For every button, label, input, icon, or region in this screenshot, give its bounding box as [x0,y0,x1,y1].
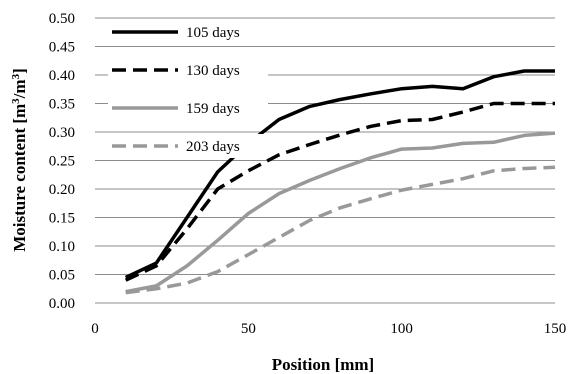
y-tick-label: 0.10 [49,239,75,255]
y-tick-label: 0.05 [49,268,75,284]
y-tick-label: 0.20 [49,182,75,198]
x-tick-labels: 0 50 100 150 [91,321,566,337]
legend-label: 203 days [186,139,240,155]
x-tick-label: 50 [241,321,256,337]
y-axis-title: Moisture content [m3/m3] [10,68,29,252]
x-axis-title: Position [mm] [272,355,374,374]
x-tick-label: 100 [390,321,413,337]
series-lines [124,69,556,295]
legend-label: 159 days [186,101,240,117]
y-tick-label: 0.00 [49,296,75,312]
series-line-3 [125,131,556,294]
x-tick-label: 0 [91,321,99,337]
x-tick-label: 150 [544,321,567,337]
series-line-2 [124,101,555,282]
y-tick-label: 0.40 [49,68,75,84]
y-tick-label: 0.15 [49,211,75,227]
legend-label: 105 days [186,25,240,41]
legend: 105 days 130 days 159 days 203 days [108,20,268,158]
y-tick-label: 0.30 [49,125,75,141]
y-tick-labels: 0.00 0.05 0.10 0.15 0.20 0.25 0.30 0.35 0.40 0.45… [49,11,75,312]
y-tick-label: 0.25 [49,154,75,170]
series-line-1 [124,69,555,279]
y-tick-label: 0.50 [49,11,75,27]
legend-label: 130 days [186,63,240,79]
y-tick-label: 0.45 [49,40,75,56]
series-line-4 [125,165,556,295]
y-tick-label: 0.35 [49,97,75,113]
